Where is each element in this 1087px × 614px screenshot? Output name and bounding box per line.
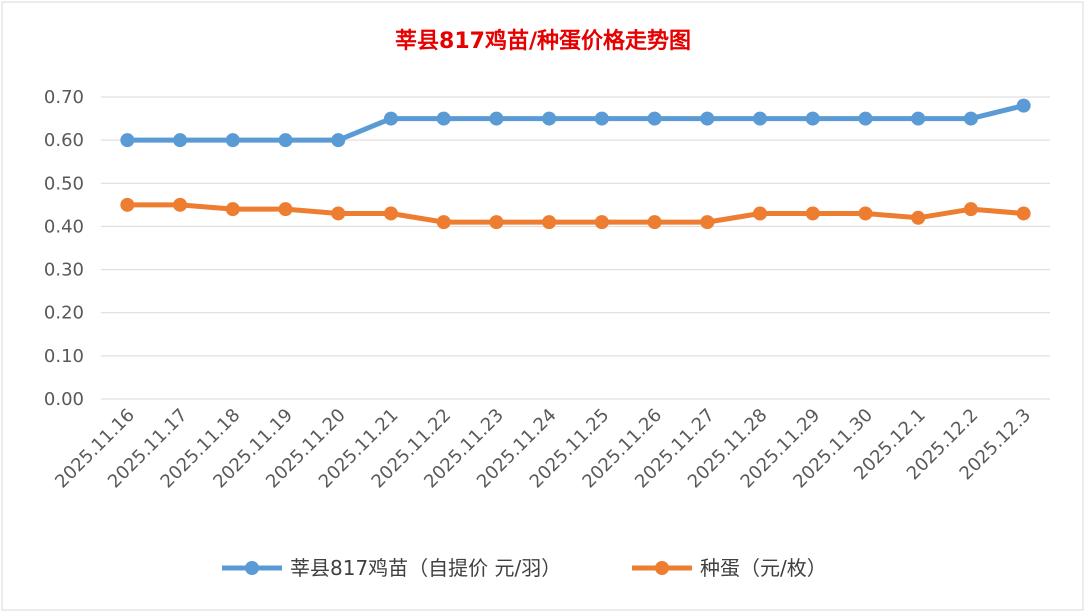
data-point-s1-14 xyxy=(858,111,873,126)
data-point-s2-14 xyxy=(858,206,873,221)
data-point-s1-4 xyxy=(331,133,346,148)
data-point-s1-12 xyxy=(753,111,768,126)
series-line-1 xyxy=(124,103,1027,143)
data-point-s1-5 xyxy=(383,111,398,126)
y-tick-label-2: 0.20 xyxy=(44,303,84,324)
y-axis-ticks: 0.00 0.10 0.20 0.30 0.40 0.50 0.60 0.70 xyxy=(44,87,84,410)
legend-label-series2: 种蛋（元/枚） xyxy=(700,556,827,580)
data-point-s2-9 xyxy=(594,215,609,230)
data-point-s2-6 xyxy=(436,215,451,230)
data-point-s2-11 xyxy=(700,215,715,230)
data-point-s1-10 xyxy=(647,111,662,126)
data-point-s1-16 xyxy=(963,111,978,126)
data-point-s2-2 xyxy=(225,202,240,217)
data-point-s2-7 xyxy=(489,215,504,230)
y-tick-label-5: 0.50 xyxy=(44,173,84,194)
data-point-s2-12 xyxy=(753,206,768,221)
series-layer xyxy=(120,98,1031,230)
legend-item-series1[interactable]: 莘县817鸡苗（自提价 元/羽） xyxy=(222,556,561,580)
data-point-s1-0 xyxy=(120,133,135,148)
data-point-s1-2 xyxy=(225,133,240,148)
data-point-s1-17 xyxy=(1016,98,1031,113)
data-point-s1-9 xyxy=(594,111,609,126)
y-tick-label-7: 0.70 xyxy=(44,87,84,108)
legend-marker-series2 xyxy=(655,561,669,575)
data-point-s2-0 xyxy=(120,197,135,212)
series-line-2 xyxy=(124,202,1027,225)
data-point-s2-13 xyxy=(805,206,820,221)
data-point-s1-8 xyxy=(542,111,557,126)
data-point-s1-7 xyxy=(489,111,504,126)
data-point-s2-1 xyxy=(173,197,188,212)
legend-marker-series1 xyxy=(245,561,259,575)
y-tick-label-4: 0.40 xyxy=(44,216,84,237)
data-point-s2-16 xyxy=(963,202,978,217)
data-point-s2-5 xyxy=(383,206,398,221)
data-point-s1-13 xyxy=(805,111,820,126)
chart-title: 莘县817鸡苗/种蛋价格走势图 xyxy=(395,28,691,54)
y-tick-label-1: 0.10 xyxy=(44,346,84,367)
data-point-s2-4 xyxy=(331,206,346,221)
data-point-s2-15 xyxy=(911,210,926,225)
data-point-s1-15 xyxy=(911,111,926,126)
y-tick-label-3: 0.30 xyxy=(44,260,84,281)
legend-item-series2[interactable]: 种蛋（元/枚） xyxy=(632,556,827,580)
data-point-s2-17 xyxy=(1016,206,1031,221)
data-point-s2-10 xyxy=(647,215,662,230)
data-point-s2-8 xyxy=(542,215,557,230)
y-tick-label-6: 0.60 xyxy=(44,130,84,151)
legend: 莘县817鸡苗（自提价 元/羽） 种蛋（元/枚） xyxy=(222,556,827,580)
y-tick-label-0: 0.00 xyxy=(44,389,84,410)
data-point-s1-3 xyxy=(278,133,293,148)
data-point-s1-6 xyxy=(436,111,451,126)
data-point-s1-11 xyxy=(700,111,715,126)
legend-label-series1: 莘县817鸡苗（自提价 元/羽） xyxy=(290,556,561,580)
data-point-s1-1 xyxy=(173,133,188,148)
data-point-s2-3 xyxy=(278,202,293,217)
